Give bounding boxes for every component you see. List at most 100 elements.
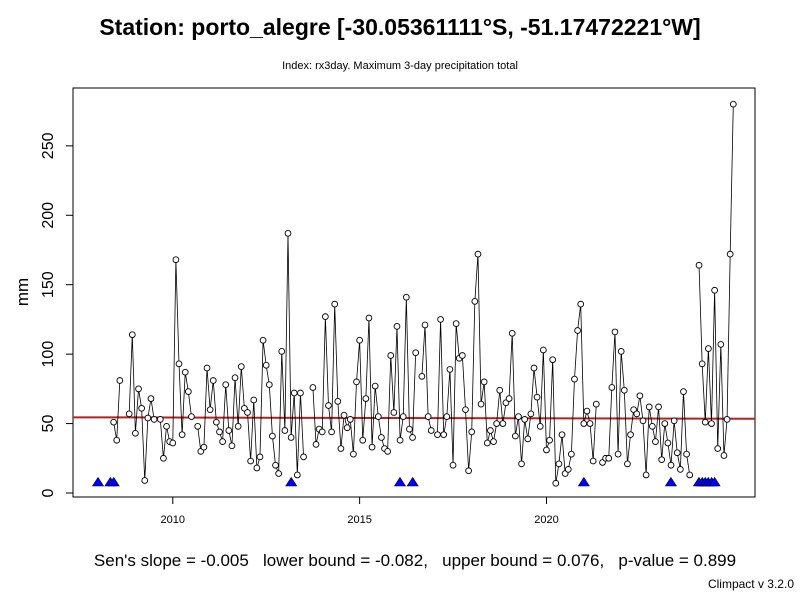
series-line [113,380,121,441]
data-point [511,432,519,440]
data-point [608,384,616,391]
y-tick-label: 50 [40,415,57,433]
data-point [300,453,307,461]
data-point [194,422,202,430]
data-point [639,417,647,425]
data-point [614,450,622,458]
data-point [729,100,737,108]
data-point [393,323,401,330]
data-point [477,400,485,408]
data-point [680,388,687,395]
data-point [683,450,690,458]
data-point [219,438,226,445]
data-point [346,416,354,423]
data-point [620,386,628,394]
missing-marker [393,476,407,487]
data-point [228,442,236,450]
data-point [284,229,292,237]
data-point [128,331,136,339]
missing-marker [708,476,721,487]
data-point [720,452,728,459]
data-point [499,420,507,427]
data-point [390,409,398,416]
data-point [147,395,155,402]
data-point [237,363,245,370]
series-layer [113,104,734,484]
data-point [262,361,270,369]
data-point [655,403,662,411]
data-point [384,447,391,455]
data-point [589,457,597,465]
data-point [244,409,251,416]
data-point [234,422,242,430]
data-point [443,413,451,420]
data-point [508,329,516,337]
data-point [524,435,532,443]
y-tick-label: 250 [40,132,57,159]
data-point [362,395,370,402]
data-point [312,441,320,448]
data-point [325,402,332,409]
data-point [424,413,432,420]
data-point [677,466,684,473]
trend-line [72,416,756,420]
data-point [163,422,170,430]
data-point [549,356,557,364]
missing-marker [285,476,298,487]
series-line [437,254,597,484]
data-point [515,413,522,420]
data-point [265,381,273,389]
data-point [116,377,124,384]
data-point [141,477,149,484]
data-point [374,413,382,420]
data-point [667,461,675,469]
data-point [365,314,373,322]
data-point [708,420,715,427]
stats-line: Sen's slope = -0.005 lower bound = -0.08… [0,551,800,571]
data-point [462,406,469,414]
y-axis: 0 50 100 150 200 250 [40,132,74,497]
data-point [334,398,342,405]
data-point [505,395,513,402]
data-point [396,436,404,444]
data-point [636,392,644,400]
data-point [290,389,298,397]
y-axis-label: mm [13,278,32,306]
data-point [371,382,379,390]
data-point [711,286,718,294]
data-point [125,410,133,418]
data-point [231,374,239,382]
data-point [571,375,578,383]
data-point [490,438,497,445]
data-point [169,439,177,447]
data-point [617,348,625,355]
data-point [633,410,641,418]
lower-bound-text: lower bound = -0.082, [263,551,428,570]
data-point [144,414,152,422]
missing-marker [91,476,105,487]
data-point [577,300,585,308]
data-point [539,346,547,354]
data-point [200,443,208,451]
data-point [670,417,678,425]
data-point [331,300,339,308]
data-point [206,406,214,414]
data-point [318,428,326,436]
series-line [421,324,432,431]
p-value-text: p-value = 0.899 [618,551,737,570]
series-line [312,297,417,455]
data-point [555,460,563,468]
data-point [293,471,301,479]
x-tick-label: 2010 [161,514,185,526]
data-point [686,471,694,479]
data-point [611,328,619,336]
data-point [309,384,317,391]
data-point [552,479,560,487]
data-point [533,393,541,401]
data-point [574,327,581,334]
credit-text: Climpact v 3.2.0 [707,577,794,591]
data-point [695,261,703,269]
x-axis: 2010 2015 2020 [161,496,559,526]
points-layer [110,100,737,487]
data-point [705,345,712,352]
